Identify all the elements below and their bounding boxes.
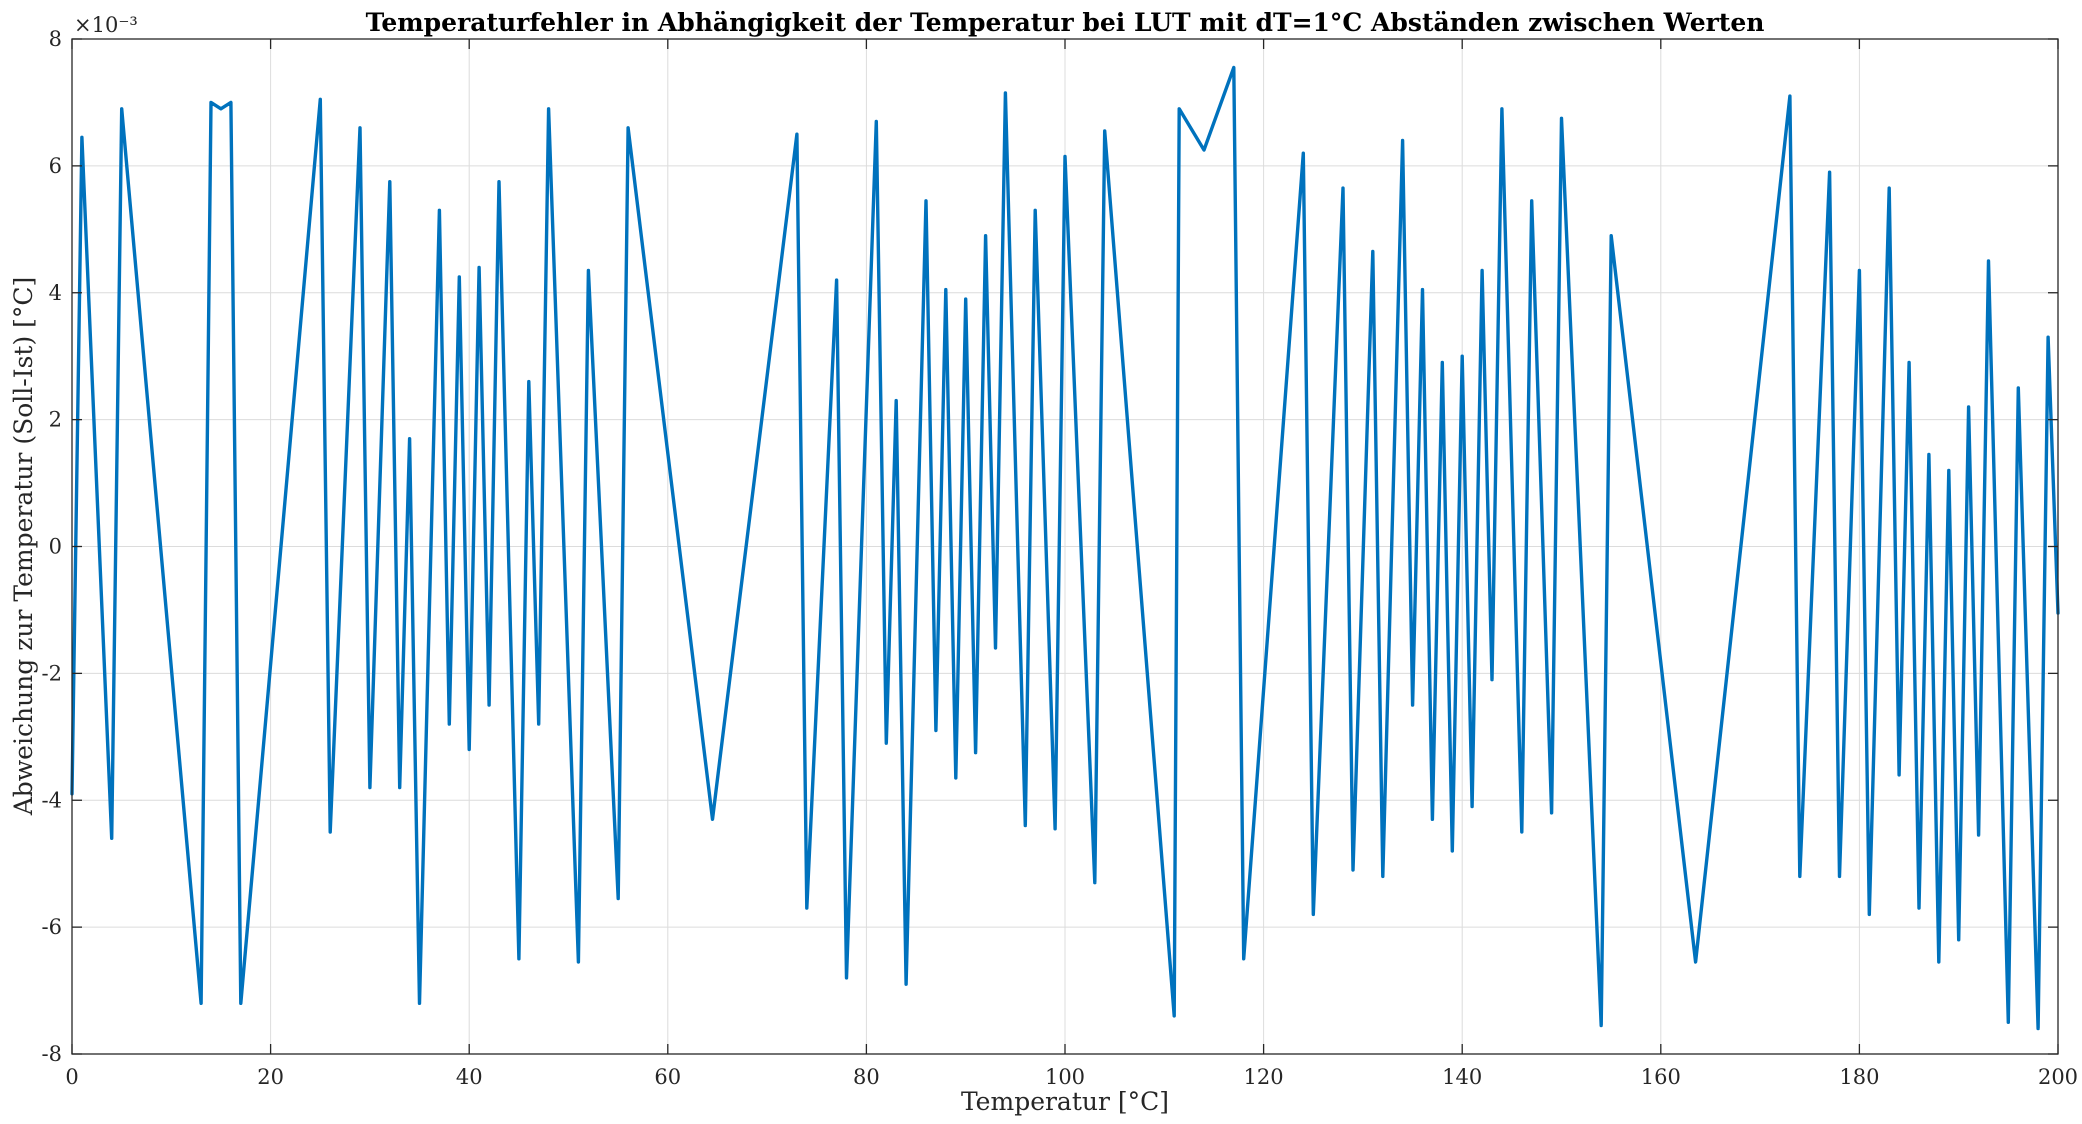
chart-title: Temperaturfehler in Abhängigkeit der Tem… (366, 8, 1765, 37)
y-tick-label: 8 (49, 27, 62, 51)
y-tick-labels: -8 -6 -4 -2 0 2 4 6 8 (42, 27, 62, 1066)
x-tick-labels: 0 20 40 60 80 100 120 140 160 180 200 (65, 1065, 2078, 1089)
y-tick-label: 0 (49, 535, 62, 559)
x-tick-label: 60 (654, 1065, 681, 1089)
y-tick-label: 6 (49, 154, 62, 178)
error-curve (70, 65, 2060, 1031)
y-tick-label: 2 (49, 408, 62, 432)
x-tick-label: 120 (1244, 1065, 1284, 1089)
ticks (71, 38, 2059, 1055)
x-tick-label: 0 (65, 1065, 78, 1089)
x-tick-label: 80 (853, 1065, 880, 1089)
x-tick-label: 40 (456, 1065, 483, 1089)
x-tick-label: 140 (1442, 1065, 1482, 1089)
x-axis-label: Temperatur [°C] (961, 1087, 1169, 1116)
y-axis-label: Abweichung zur Temperatur (Soll-Ist) [°C… (9, 277, 38, 817)
y-tick-label: -4 (42, 788, 62, 812)
x-tick-label: 180 (1839, 1065, 1879, 1089)
y-tick-label: -6 (42, 915, 62, 939)
x-tick-label: 100 (1045, 1065, 1085, 1089)
y-tick-label: -8 (42, 1042, 62, 1066)
y-tick-label: -2 (42, 661, 62, 685)
y-tick-label: 4 (49, 281, 62, 305)
x-tick-label: 200 (2038, 1065, 2078, 1089)
x-tick-label: 20 (257, 1065, 284, 1089)
y-axis-multiplier: ×10⁻³ (74, 13, 138, 37)
x-tick-label: 160 (1641, 1065, 1681, 1089)
